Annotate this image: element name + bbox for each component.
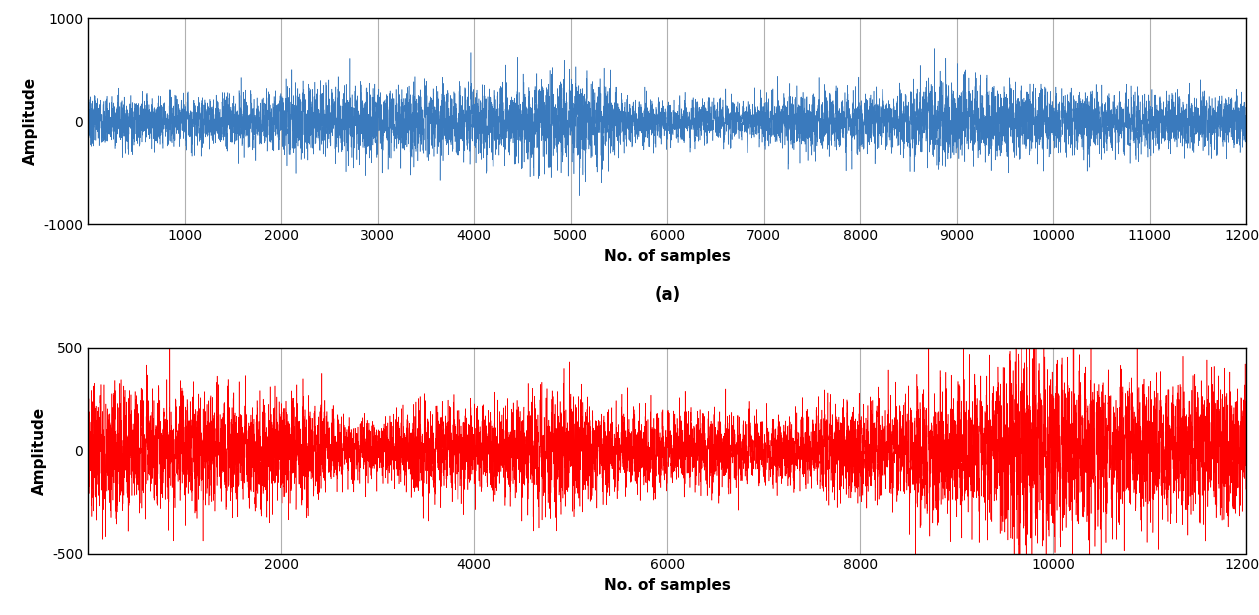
Text: (a): (a) [655, 286, 680, 304]
Y-axis label: Amplitude: Amplitude [23, 77, 38, 165]
X-axis label: No. of samples: No. of samples [604, 248, 730, 264]
X-axis label: No. of samples: No. of samples [604, 578, 730, 593]
Y-axis label: Amplitude: Amplitude [31, 407, 47, 494]
